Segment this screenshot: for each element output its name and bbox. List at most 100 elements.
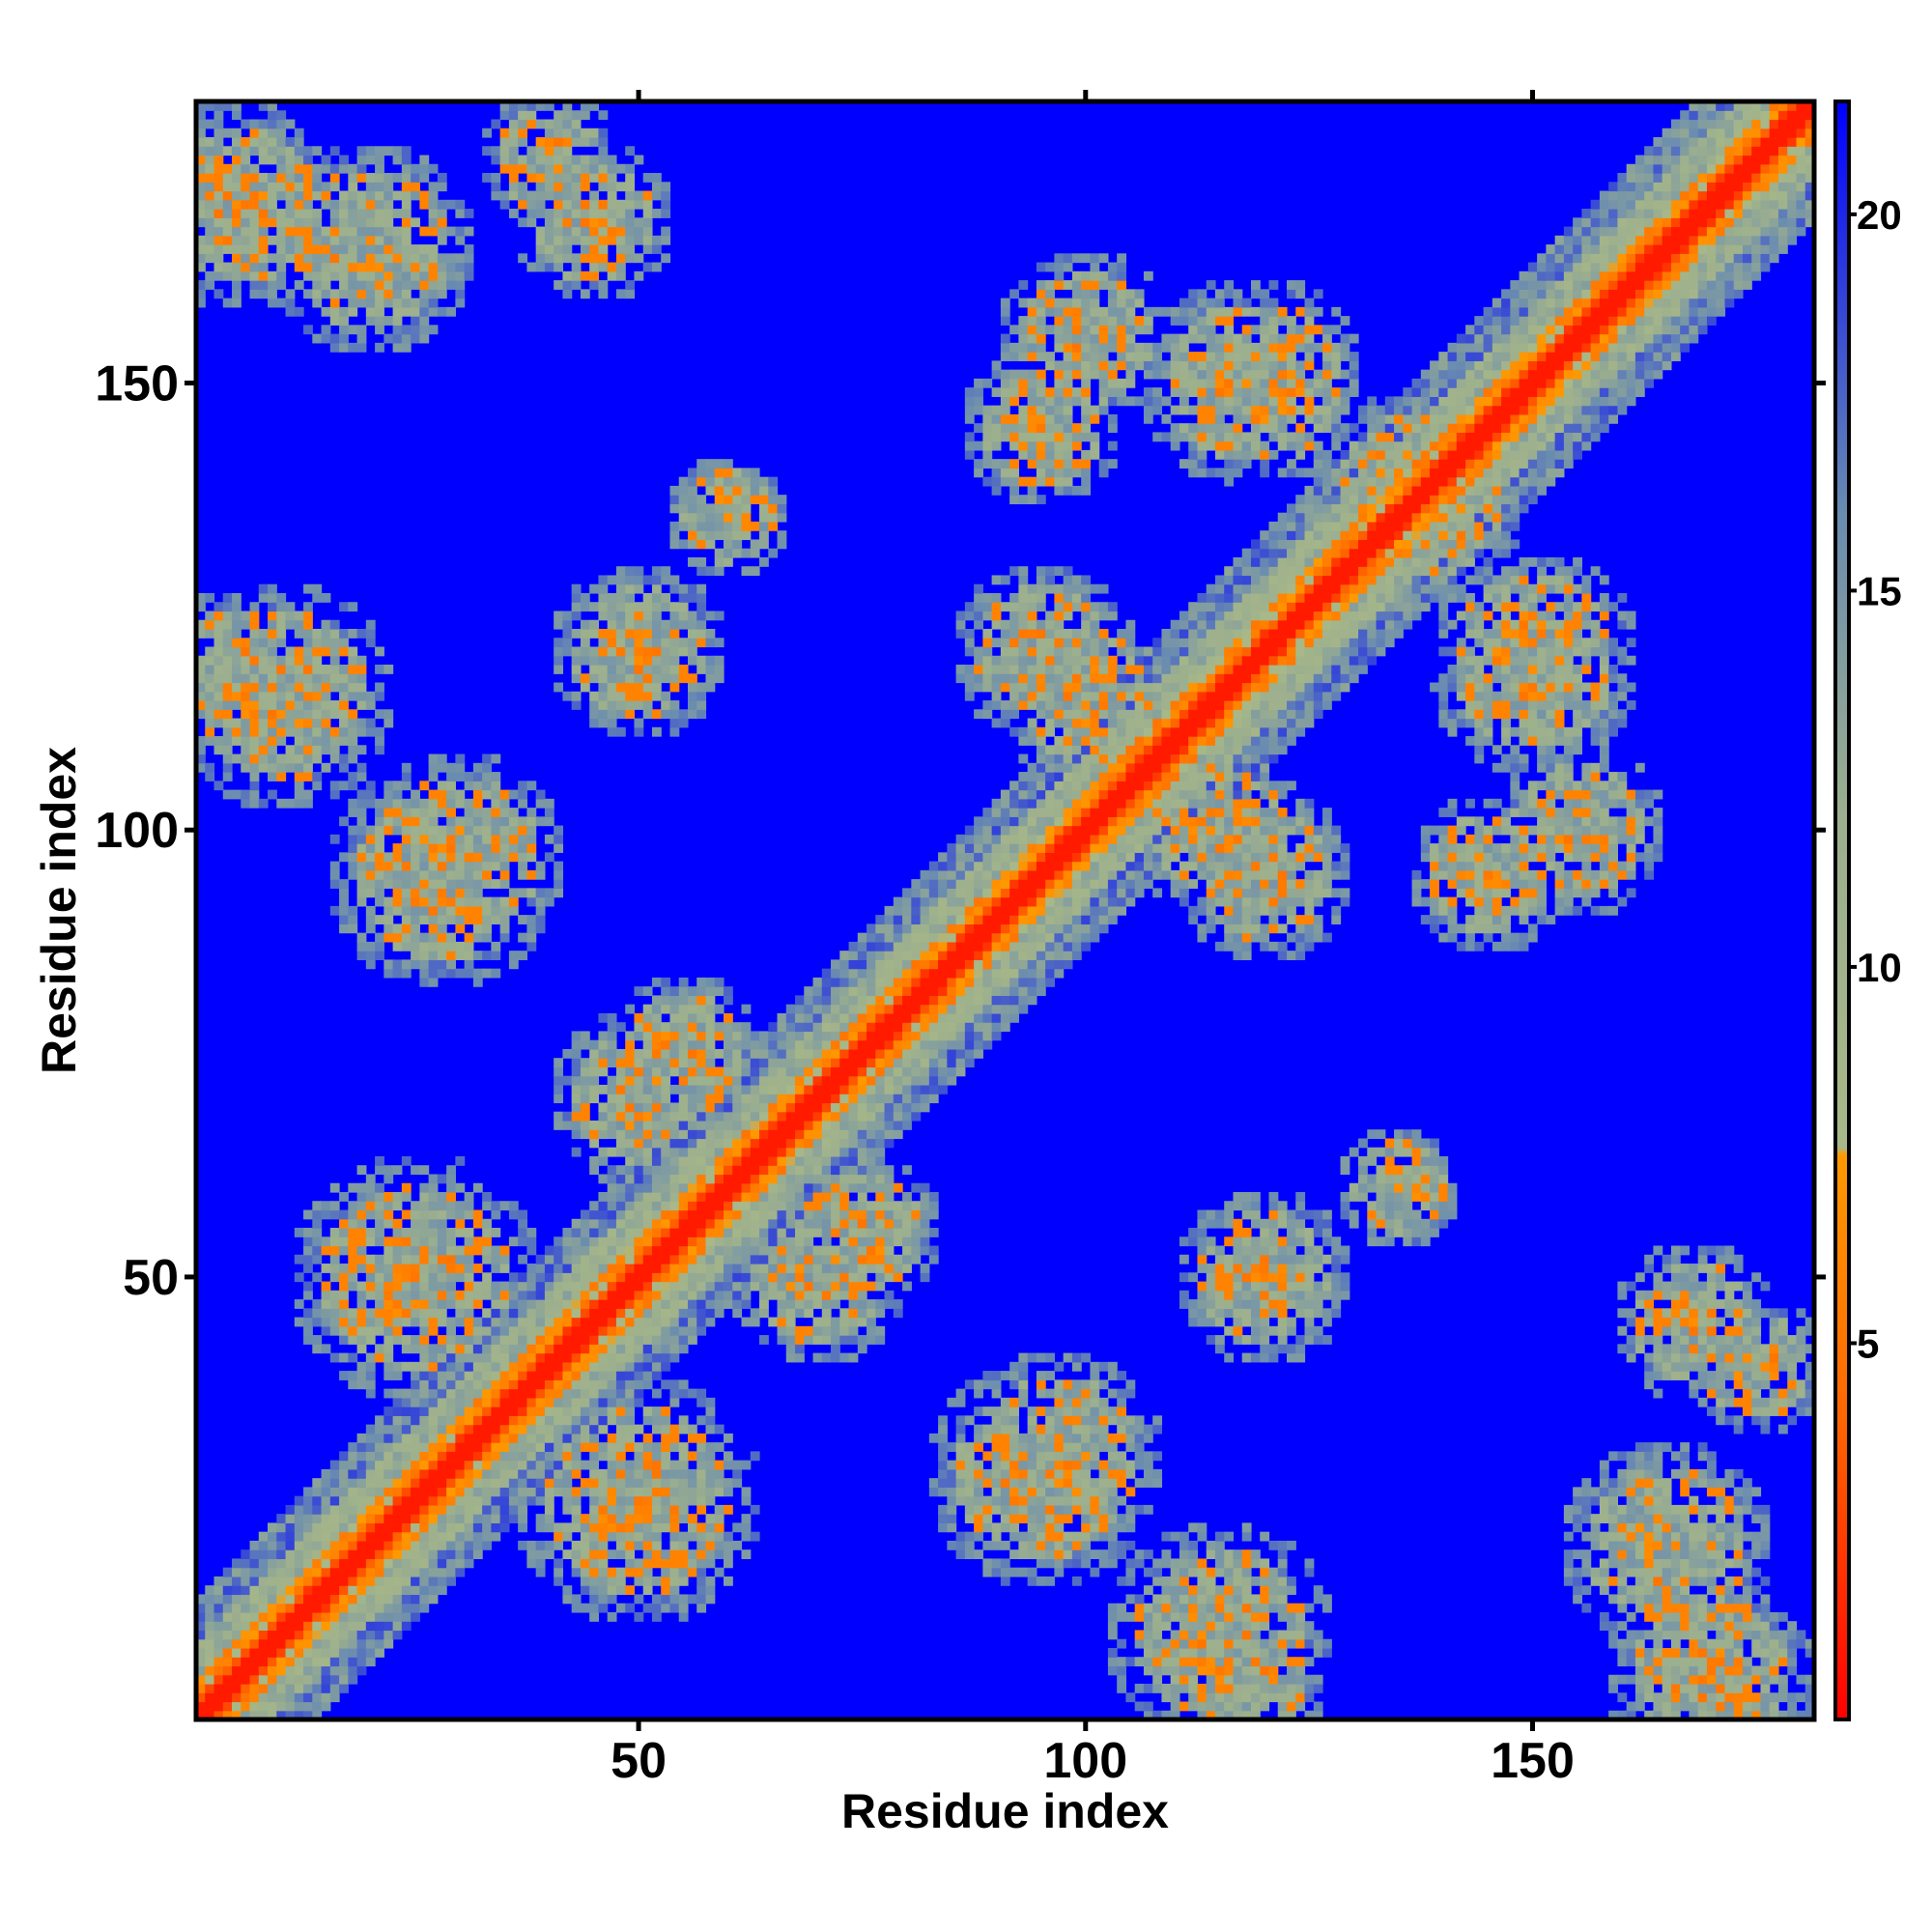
heatmap-cell <box>375 1218 384 1229</box>
heatmap-cell <box>696 1084 707 1094</box>
heatmap-cell <box>499 1325 510 1336</box>
heatmap-cell <box>759 1272 769 1283</box>
heatmap-cell <box>499 1406 510 1416</box>
heatmap-cell <box>625 1397 636 1407</box>
heatmap-cell <box>392 342 403 353</box>
heatmap-cell <box>535 1290 546 1300</box>
heatmap-cell <box>580 209 590 218</box>
heatmap-cell <box>464 1317 474 1327</box>
heatmap-cell <box>669 726 680 737</box>
heatmap-cell <box>419 1317 430 1327</box>
heatmap-cell <box>276 753 287 764</box>
heatmap-cell <box>303 163 313 174</box>
heatmap-cell <box>651 1228 662 1237</box>
heatmap-cell <box>312 1692 323 1703</box>
heatmap-cell <box>392 235 403 245</box>
heatmap-cell <box>437 915 447 924</box>
heatmap-cell <box>661 1254 671 1264</box>
heatmap-cell <box>580 1058 590 1068</box>
heatmap-cell <box>285 235 296 245</box>
heatmap-cell <box>446 762 456 773</box>
heatmap-cell <box>428 1433 439 1443</box>
heatmap-cell <box>472 1371 483 1380</box>
heatmap-cell <box>249 1692 260 1703</box>
heatmap-cell <box>294 772 304 781</box>
heatmap-cell <box>535 1487 546 1497</box>
heatmap-cell <box>411 798 420 809</box>
heatmap-cell <box>580 1236 590 1247</box>
heatmap-cell <box>714 459 724 469</box>
heatmap-cell <box>669 1424 680 1435</box>
heatmap-cell <box>821 1111 832 1122</box>
heatmap-cell <box>678 986 689 997</box>
heatmap-cell <box>268 745 277 755</box>
heatmap-cell <box>356 1495 367 1506</box>
heatmap-cell <box>687 1228 697 1237</box>
heatmap-cell <box>499 1281 510 1292</box>
heatmap-cell <box>804 1335 814 1345</box>
heatmap-cell <box>634 1290 644 1300</box>
heatmap-cell <box>196 137 206 147</box>
heatmap-cell <box>348 602 358 612</box>
heatmap-cell <box>768 1129 779 1140</box>
heatmap-cell <box>723 1209 733 1220</box>
heatmap-cell <box>365 879 376 889</box>
heatmap-cell <box>687 1281 697 1292</box>
heatmap-cell <box>580 1111 590 1122</box>
heatmap-cell <box>821 1299 832 1309</box>
heatmap-cell <box>642 1478 653 1488</box>
heatmap-cell <box>562 1468 573 1479</box>
heatmap-cell <box>428 1576 439 1586</box>
heatmap-cell <box>705 1397 716 1407</box>
heatmap-cell <box>222 1701 233 1712</box>
heatmap-cell <box>401 1264 412 1273</box>
heatmap-cell <box>339 1647 349 1658</box>
heatmap-cell <box>526 1272 537 1283</box>
heatmap-cell <box>804 1325 814 1336</box>
heatmap-cell <box>321 691 331 701</box>
heatmap-cell <box>759 1254 769 1264</box>
heatmap-cell <box>661 1433 671 1443</box>
heatmap-cell <box>258 1549 269 1560</box>
heatmap-cell <box>580 1585 590 1596</box>
heatmap-cell <box>580 619 590 630</box>
heatmap-cell <box>482 1325 492 1336</box>
heatmap-cell <box>750 521 760 531</box>
heatmap-cell <box>714 1290 724 1300</box>
heatmap-cell <box>285 1531 296 1542</box>
heatmap-cell <box>401 209 412 218</box>
heatmap-cell <box>285 1558 296 1569</box>
heatmap-cell <box>508 1379 519 1390</box>
heatmap-cell <box>615 628 626 639</box>
heatmap-cell <box>268 155 277 165</box>
heatmap-cell <box>562 217 573 228</box>
heatmap-cell <box>759 1102 769 1113</box>
heatmap-cell <box>795 1182 805 1193</box>
heatmap-cell <box>669 1379 680 1390</box>
heatmap-cell <box>446 888 456 898</box>
heatmap-cell <box>285 1540 296 1550</box>
heatmap-cell <box>526 1299 537 1309</box>
heatmap-cell <box>205 1692 215 1703</box>
heatmap-cell <box>375 1478 384 1488</box>
heatmap-cell <box>669 718 680 728</box>
heatmap-cell <box>303 1657 313 1667</box>
heatmap-cell <box>455 1254 466 1264</box>
heatmap-cell <box>544 163 554 174</box>
heatmap-cell <box>625 244 636 254</box>
heatmap-cell <box>365 306 376 317</box>
heatmap-cell <box>464 905 474 916</box>
heatmap-cell <box>285 1611 296 1622</box>
heatmap-cell <box>213 691 224 701</box>
heatmap-cell <box>213 137 224 147</box>
heatmap-cell <box>768 1102 779 1113</box>
heatmap-cell <box>651 646 662 657</box>
heatmap-cell <box>669 485 680 496</box>
heatmap-cell <box>634 1201 644 1211</box>
heatmap-cell <box>419 1460 430 1470</box>
heatmap-cell <box>491 1522 501 1533</box>
heatmap-cell <box>241 1657 251 1667</box>
heatmap-cell <box>562 244 573 254</box>
heatmap-cell <box>562 1048 573 1059</box>
heatmap-cell <box>222 173 233 183</box>
